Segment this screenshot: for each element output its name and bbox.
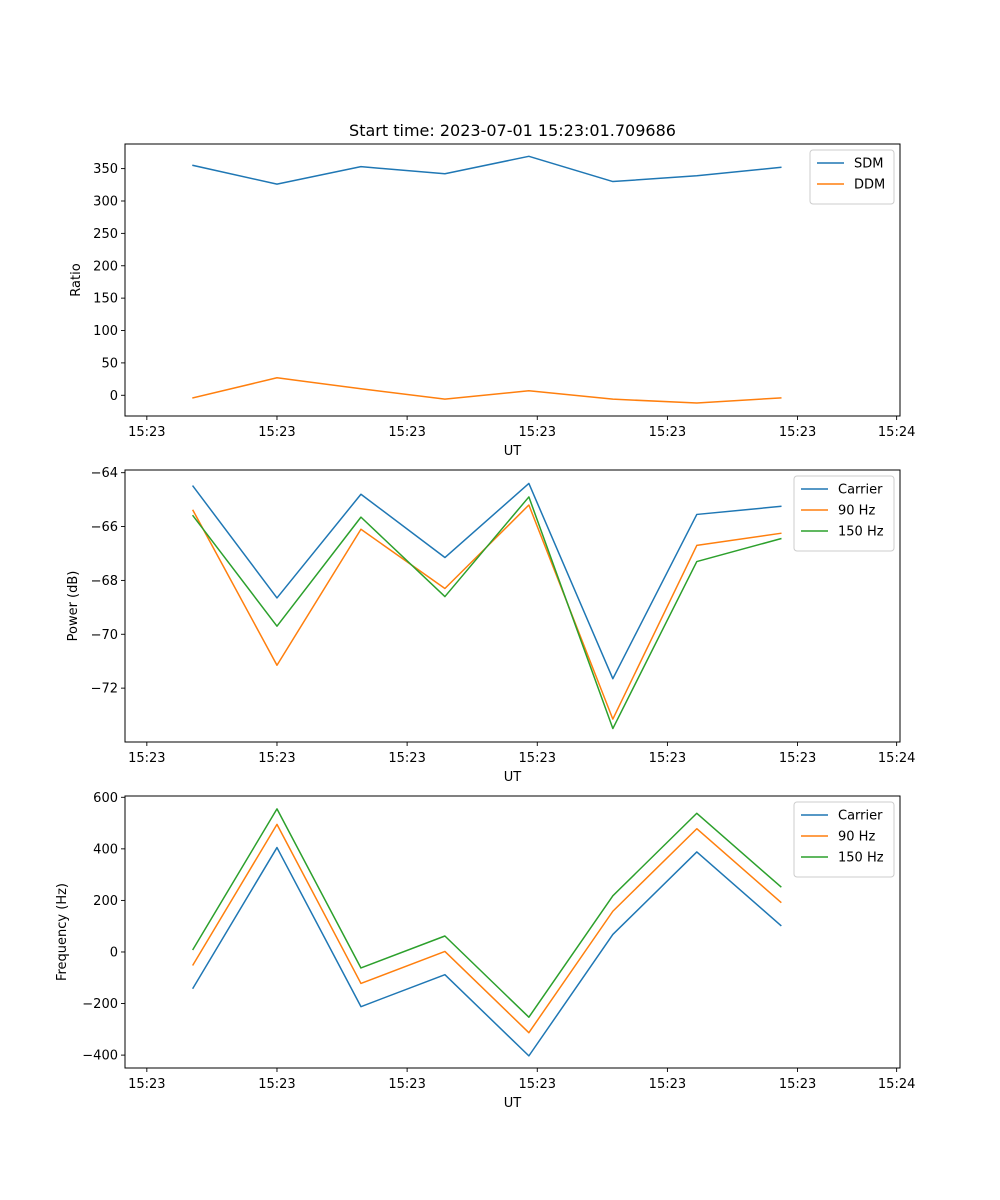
y-tick-label: 0 — [110, 945, 118, 960]
axes-frame — [124, 143, 901, 417]
x-tick-label: 15:24 — [878, 425, 915, 440]
legend-box — [793, 475, 895, 552]
y-tick-label: 600 — [93, 791, 118, 806]
y-tick-label: 250 — [93, 227, 118, 242]
series-line-carrier — [191, 846, 782, 1057]
legend-entry: DDM — [854, 178, 885, 193]
x-tick-label: 15:23 — [779, 425, 816, 440]
axes-frame — [124, 795, 901, 1069]
y-tick-label: 300 — [93, 194, 118, 209]
y-axis-label: Frequency (Hz) — [55, 883, 70, 981]
x-axis-label: UT — [504, 770, 522, 785]
x-tick-label: 15:23 — [649, 425, 686, 440]
y-tick-label: 150 — [93, 292, 118, 307]
series-line-sdm — [192, 155, 782, 185]
x-tick-label: 15:23 — [388, 751, 425, 766]
x-axis-label: UT — [504, 1096, 522, 1111]
y-tick-label: 350 — [93, 162, 118, 177]
legend-box — [793, 801, 895, 878]
x-tick-label: 15:23 — [258, 425, 295, 440]
x-tick-label: 15:23 — [128, 425, 165, 440]
legend: Carrier 90 Hz 150 Hz — [793, 801, 895, 878]
series-line-150-hz — [191, 808, 782, 1018]
y-tick-label: 400 — [93, 842, 118, 857]
legend-entry: SDM — [854, 157, 883, 172]
y-tick-label: 0 — [110, 389, 118, 404]
y-tick-label: −66 — [91, 520, 118, 535]
x-tick-label: 15:23 — [128, 1077, 165, 1092]
x-axis-label: UT — [504, 444, 522, 459]
legend-entry: 90 Hz — [838, 830, 875, 845]
y-tick-label: 50 — [101, 356, 118, 371]
x-tick-label: 15:24 — [878, 751, 915, 766]
x-tick-label: 15:23 — [779, 751, 816, 766]
y-tick-label: −64 — [91, 466, 118, 481]
y-tick-label: 200 — [93, 894, 118, 909]
series-line-carrier — [191, 482, 782, 680]
x-tick-label: 15:23 — [519, 425, 556, 440]
x-tick-label: 15:23 — [649, 1077, 686, 1092]
x-tick-label: 15:23 — [258, 751, 295, 766]
x-tick-label: 15:23 — [779, 1077, 816, 1092]
x-tick-label: 15:24 — [878, 1077, 915, 1092]
legend-entry: Carrier — [838, 809, 883, 824]
legend-entry: 90 Hz — [838, 504, 875, 519]
legend-entry: 150 Hz — [838, 851, 884, 866]
series-line-90-hz — [191, 823, 782, 1034]
y-tick-label: 100 — [93, 324, 118, 339]
legend-entry: Carrier — [838, 483, 883, 498]
y-tick-label: −200 — [82, 997, 118, 1012]
y-tick-label: −400 — [82, 1049, 118, 1064]
x-tick-label: 15:23 — [128, 751, 165, 766]
series-line-ddm — [192, 377, 782, 404]
legend: Carrier 90 Hz 150 Hz — [793, 475, 895, 552]
frequency-chart: 15:23 15:23 15:23 15:23 15:23 15:23 15:24 −400 −… — [55, 791, 915, 1111]
y-tick-label: −72 — [91, 682, 118, 697]
y-tick-label: −70 — [91, 628, 118, 643]
axes-frame — [124, 469, 901, 743]
legend: SDM DDM — [809, 149, 895, 205]
legend-entry: 150 Hz — [838, 525, 884, 540]
ratio-chart: 15:23 15:23 15:23 15:23 15:23 15:23 15:24 0 50 10… — [69, 143, 915, 459]
figure-title: Start time: 2023-07-01 15:23:01.709686 — [349, 121, 676, 140]
power-chart: 15:23 15:23 15:23 15:23 15:23 15:23 15:24 −72 −7… — [66, 466, 915, 785]
y-tick-label: 200 — [93, 259, 118, 274]
y-tick-label: −68 — [91, 574, 118, 589]
y-axis-label: Ratio — [69, 263, 84, 296]
x-tick-label: 15:23 — [258, 1077, 295, 1092]
x-tick-label: 15:23 — [519, 751, 556, 766]
series-line-150-hz — [191, 496, 782, 730]
x-tick-label: 15:23 — [649, 751, 686, 766]
x-tick-label: 15:23 — [388, 1077, 425, 1092]
x-tick-label: 15:23 — [519, 1077, 556, 1092]
x-tick-label: 15:23 — [388, 425, 425, 440]
y-axis-label: Power (dB) — [66, 571, 81, 642]
